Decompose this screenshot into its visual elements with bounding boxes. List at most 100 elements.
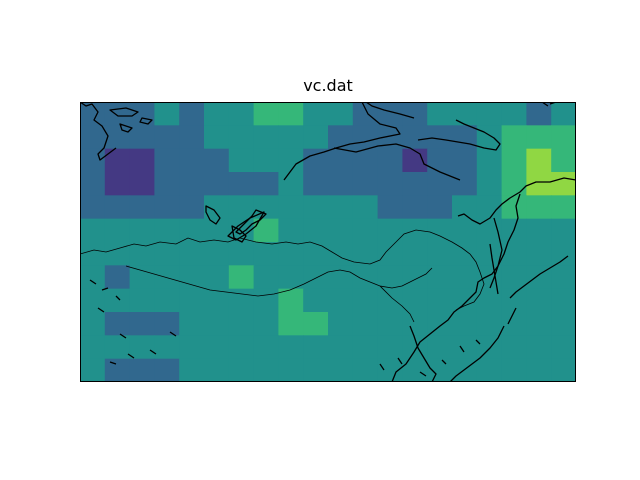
contour-cell — [204, 172, 230, 196]
contour-cell — [328, 242, 354, 266]
contour-cell — [278, 218, 304, 243]
contour-cell — [204, 125, 230, 150]
contour-cell — [328, 102, 354, 126]
contour-cell — [278, 195, 304, 220]
contour-cell — [253, 335, 279, 360]
contour-cell — [352, 125, 379, 150]
contour-cell — [154, 148, 180, 173]
contour-cell — [377, 312, 403, 336]
contour-cell — [501, 358, 527, 382]
contour-cell — [526, 125, 552, 150]
contour-cell — [278, 102, 304, 126]
contour-cell — [104, 358, 131, 382]
coastline-korea — [409, 325, 437, 382]
contour-cell — [154, 265, 180, 290]
contour-cell — [551, 335, 576, 360]
contour-cell — [452, 242, 478, 266]
contour-cell — [402, 242, 428, 266]
contour-cell — [129, 265, 155, 290]
contour-cell — [179, 312, 205, 336]
contour-cell — [427, 102, 453, 126]
contour-cell — [104, 288, 131, 313]
coastline-baikal — [235, 209, 267, 235]
contour-cell — [253, 172, 279, 196]
contour-cell — [452, 148, 478, 173]
border-china-east — [379, 285, 415, 323]
contour-cell — [377, 335, 403, 360]
contour-cell — [179, 218, 205, 243]
contour-cell — [427, 148, 453, 173]
contour-cell — [303, 195, 329, 220]
coastline-south-islands — [379, 339, 481, 377]
coastline-north-bay — [417, 119, 501, 151]
contour-cell — [328, 312, 354, 336]
contour-cell — [154, 195, 180, 220]
contour-cell — [253, 125, 279, 150]
contour-cell — [278, 312, 304, 336]
contour-cell — [278, 288, 304, 313]
contour-cell — [253, 242, 279, 266]
contour-cell — [303, 242, 329, 266]
contour-cell — [526, 335, 552, 360]
country-borders — [80, 229, 485, 323]
contour-cell — [427, 218, 453, 243]
contour-cell — [253, 148, 279, 173]
coastline-north-bay2 — [365, 102, 415, 119]
contour-cell — [104, 125, 131, 150]
contour-cell — [476, 335, 503, 360]
contour-cell — [377, 172, 403, 196]
contour-cell — [253, 265, 279, 290]
coastline-japan — [449, 307, 517, 382]
contour-cell — [402, 148, 428, 173]
contour-cell — [80, 242, 106, 266]
contour-cell — [129, 335, 155, 360]
contour-cell — [452, 195, 478, 220]
contour-cell — [278, 172, 304, 196]
contour-cell — [228, 148, 255, 173]
contour-cell — [377, 195, 403, 220]
contour-cell — [328, 218, 354, 243]
contour-cell — [278, 265, 304, 290]
contour-cell — [551, 218, 576, 243]
contour-cell — [303, 148, 329, 173]
contour-cell — [526, 102, 552, 126]
contour-cell — [228, 172, 255, 196]
contour-cell — [328, 172, 354, 196]
contour-cell — [80, 172, 106, 196]
contour-cell — [352, 288, 379, 313]
coastline-caspian-dots — [89, 279, 177, 365]
contour-cell — [452, 218, 478, 243]
contour-cell — [179, 102, 205, 126]
contour-cell — [278, 242, 304, 266]
coastline-arctic-islands — [109, 107, 153, 133]
contour-cell — [154, 335, 180, 360]
contour-cell — [452, 102, 478, 126]
contour-cell — [501, 265, 527, 290]
contour-cell — [526, 312, 552, 336]
contour-cell — [328, 148, 354, 173]
contour-cell — [80, 218, 106, 243]
contour-cell — [476, 218, 503, 243]
contour-cell — [501, 335, 527, 360]
contour-cell — [129, 358, 155, 382]
contour-cell — [179, 335, 205, 360]
contour-cell — [377, 102, 403, 126]
contour-cell — [427, 242, 453, 266]
coastline-kamchatka — [489, 193, 521, 289]
contour-cell — [328, 195, 354, 220]
contour-cell — [427, 288, 453, 313]
contour-cell — [129, 312, 155, 336]
contour-cell — [104, 218, 131, 243]
contour-cell — [352, 172, 379, 196]
contour-cell — [501, 125, 527, 150]
coastline-okhotsk — [391, 217, 503, 382]
contour-cell — [476, 172, 503, 196]
contour-cell — [253, 218, 279, 243]
contour-cell — [551, 358, 576, 382]
contour-cell — [352, 102, 379, 126]
contour-cell — [476, 242, 503, 266]
contour-cell — [104, 102, 131, 126]
contour-cell — [328, 288, 354, 313]
contour-cell — [228, 288, 255, 313]
coastline-taymyr — [283, 102, 401, 181]
